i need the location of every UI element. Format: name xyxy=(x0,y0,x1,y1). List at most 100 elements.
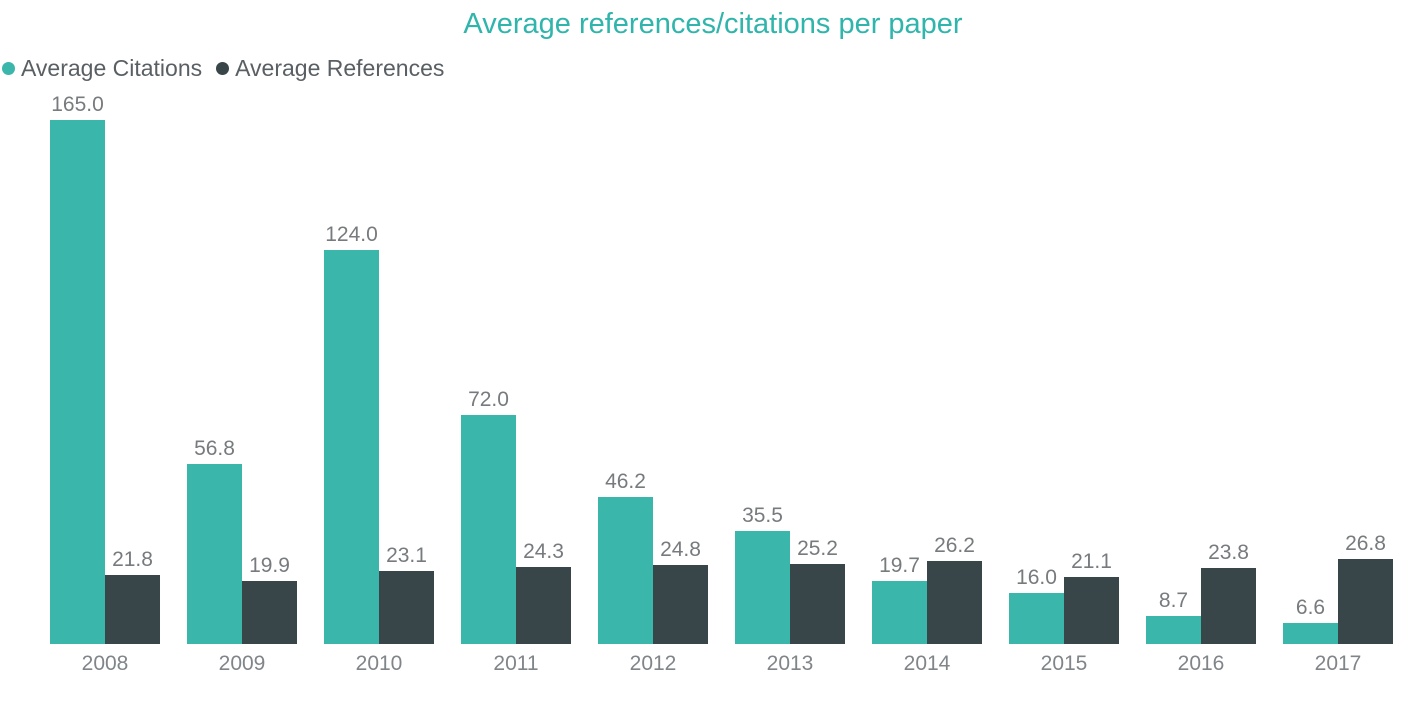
bar-pair: 72.0 24.3 xyxy=(461,388,571,644)
references-value-label: 24.8 xyxy=(660,538,701,562)
references-bar-column: 24.8 xyxy=(653,538,708,644)
citations-value-label: 56.8 xyxy=(194,436,235,460)
chart-title: Average references/citations per paper xyxy=(463,8,963,40)
citations-value-label: 6.6 xyxy=(1295,595,1326,619)
bar-pair: 19.7 26.2 xyxy=(872,534,982,644)
references-bar-column: 21.1 xyxy=(1064,550,1119,644)
x-axis: 2008 2009 2010 2011 2012 2013 2014 2015 2016 2017 xyxy=(0,652,1426,676)
references-value-label: 24.3 xyxy=(523,539,564,563)
bar-pair: 8.7 23.8 xyxy=(1146,541,1256,644)
citations-bar[interactable] xyxy=(872,581,927,644)
bar-group-2009: 56.8 19.9 xyxy=(187,437,297,644)
references-bar-column: 26.2 xyxy=(927,534,982,644)
x-axis-label: 2012 xyxy=(629,652,677,675)
citations-bar-column: 46.2 xyxy=(598,470,653,644)
references-value-label: 25.2 xyxy=(797,536,838,560)
citations-value-label: 46.2 xyxy=(605,470,646,494)
bar-group-2012: 46.2 24.8 xyxy=(598,470,708,644)
citations-value-label: 16.0 xyxy=(1016,566,1057,590)
citations-bar-column: 19.7 xyxy=(872,554,927,644)
references-bar-column: 23.8 xyxy=(1201,541,1256,644)
references-value-label: 21.1 xyxy=(1071,549,1112,573)
citations-bar-column: 8.7 xyxy=(1146,589,1201,644)
bar-group-2016: 8.7 23.8 xyxy=(1146,541,1256,644)
citations-value-label: 35.5 xyxy=(742,504,783,528)
citations-bar[interactable] xyxy=(1283,623,1338,644)
bar-group-2011: 72.0 24.3 xyxy=(461,388,571,644)
citations-bar-column: 56.8 xyxy=(187,437,242,644)
legend-dot-citations-icon xyxy=(2,62,15,75)
bar-pair: 6.6 26.8 xyxy=(1283,532,1393,644)
references-bar[interactable] xyxy=(1201,568,1256,644)
bar-group-2010: 124.0 23.1 xyxy=(324,223,434,644)
citations-bar[interactable] xyxy=(461,415,516,644)
citations-value-label: 124.0 xyxy=(325,223,378,247)
x-axis-label: 2016 xyxy=(1177,652,1225,675)
citations-bar-column: 35.5 xyxy=(735,504,790,644)
references-value-label: 23.1 xyxy=(386,543,427,567)
legend-label-references: Average References xyxy=(235,55,445,81)
references-value-label: 23.8 xyxy=(1208,541,1249,565)
references-bar[interactable] xyxy=(790,564,845,644)
references-bar[interactable] xyxy=(1338,558,1393,644)
citations-bar[interactable] xyxy=(50,120,105,644)
x-axis-label: 2014 xyxy=(903,652,951,675)
references-value-label: 26.2 xyxy=(934,533,975,557)
legend: Average Citations Average References xyxy=(2,55,1426,82)
citations-value-label: 165.0 xyxy=(51,92,104,116)
x-axis-label: 2013 xyxy=(766,652,814,675)
plot-area: 165.0 21.8 56.8 19.9 124.0 23.1 72.0 24.3 46.2 24… xyxy=(0,88,1426,644)
x-axis-label: 2008 xyxy=(81,652,129,675)
legend-item-references[interactable]: Average References xyxy=(216,55,444,82)
references-bar-column: 26.8 xyxy=(1338,532,1393,644)
citations-bar[interactable] xyxy=(598,497,653,644)
bar-group-2008: 165.0 21.8 xyxy=(50,93,160,644)
references-bar-column: 19.9 xyxy=(242,554,297,644)
legend-item-citations[interactable]: Average Citations xyxy=(2,55,202,82)
citations-bar[interactable] xyxy=(1009,593,1064,644)
citations-value-label: 72.0 xyxy=(468,388,509,412)
citations-bar[interactable] xyxy=(1146,616,1201,644)
references-bar-column: 23.1 xyxy=(379,544,434,644)
references-bar[interactable] xyxy=(927,560,982,644)
x-axis-label: 2017 xyxy=(1314,652,1362,675)
bar-pair: 165.0 21.8 xyxy=(50,93,160,644)
legend-dot-references-icon xyxy=(216,62,230,75)
citations-bar[interactable] xyxy=(735,531,790,644)
references-bar[interactable] xyxy=(379,570,434,644)
references-bar-column: 24.3 xyxy=(516,540,571,644)
citations-bar-column: 165.0 xyxy=(50,93,105,644)
bar-group-2013: 35.5 25.2 xyxy=(735,504,845,644)
references-bar[interactable] xyxy=(1064,577,1119,644)
citations-value-label: 8.7 xyxy=(1158,589,1189,613)
x-axis-label: 2009 xyxy=(218,652,266,675)
bar-pair: 56.8 19.9 xyxy=(187,437,297,644)
x-axis-label: 2010 xyxy=(355,652,403,675)
bar-group-2014: 19.7 26.2 xyxy=(872,534,982,644)
bar-group-2017: 6.6 26.8 xyxy=(1283,532,1393,644)
citations-bar[interactable] xyxy=(324,250,379,644)
bar-pair: 16.0 21.1 xyxy=(1009,550,1119,644)
legend-label-citations: Average Citations xyxy=(21,55,203,81)
citations-bar-column: 124.0 xyxy=(324,223,379,644)
x-axis-label: 2015 xyxy=(1040,652,1088,675)
chart-page: Average references/citations per paper A… xyxy=(0,8,1426,704)
references-value-label: 19.9 xyxy=(249,553,290,577)
bar-pair: 46.2 24.8 xyxy=(598,470,708,644)
references-bar-column: 21.8 xyxy=(105,548,160,644)
bar-group-2015: 16.0 21.1 xyxy=(1009,550,1119,644)
references-bar[interactable] xyxy=(516,566,571,644)
x-axis-label: 2011 xyxy=(493,652,539,675)
citations-bar-column: 16.0 xyxy=(1009,566,1064,644)
references-bar-column: 25.2 xyxy=(790,537,845,644)
bar-pair: 124.0 23.1 xyxy=(324,223,434,644)
citations-bar-column: 72.0 xyxy=(461,388,516,644)
citations-bar[interactable] xyxy=(187,463,242,644)
references-value-label: 21.8 xyxy=(112,547,153,571)
citations-bar-column: 6.6 xyxy=(1283,596,1338,644)
references-value-label: 26.8 xyxy=(1345,531,1386,555)
references-bar[interactable] xyxy=(653,565,708,644)
references-bar[interactable] xyxy=(105,574,160,644)
references-bar[interactable] xyxy=(242,580,297,644)
bar-pair: 35.5 25.2 xyxy=(735,504,845,644)
